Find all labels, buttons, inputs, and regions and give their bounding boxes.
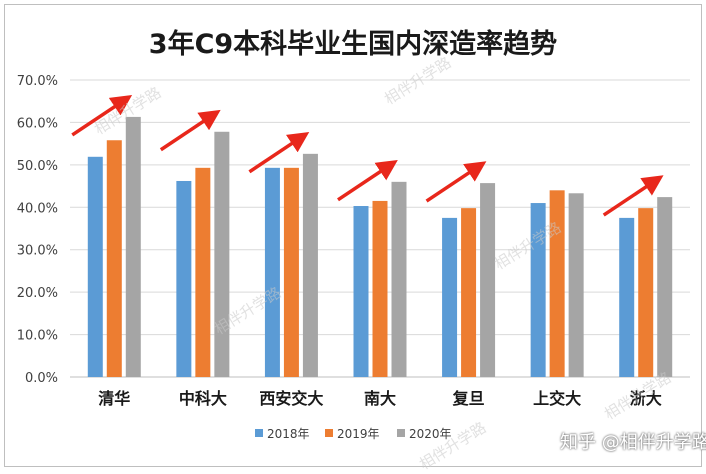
trend-arrow [71,95,133,137]
legend-label: 2018年 [267,427,310,441]
y-tick-label: 20.0% [17,286,58,301]
bar [106,140,122,377]
x-tick-label: 西安交大 [259,389,323,408]
bar [302,153,318,377]
bar [176,180,192,377]
x-tick-label: 南大 [364,389,396,408]
x-tick-label: 浙大 [630,389,662,408]
legend-label: 2019年 [337,427,380,441]
trend-arrow [337,159,398,202]
y-tick-label: 70.0% [17,74,58,89]
y-tick-label: 10.0% [17,329,58,344]
legend-label: 2020年 [409,427,452,441]
bar [619,217,635,377]
x-tick-label: 清华 [98,389,130,408]
bar [568,193,584,377]
trend-arrow [248,131,310,174]
y-tick-label: 40.0% [17,201,58,216]
bar [125,116,141,378]
source-mark: 知乎 @相伴升学路 [560,432,706,453]
trend-arrow [425,161,487,203]
chart-title: 3年C9本科毕业生国内深造率趋势 [148,29,558,60]
bars [87,116,673,378]
bar [283,167,299,377]
x-axis-ticks: 清华 中科大 西安交大 南大 复旦 上交大 浙大 [98,389,661,408]
bar [214,131,230,377]
bar [372,200,388,377]
trend-arrow [159,109,221,152]
legend: 2018年 2019年 2020年 [255,427,452,441]
bar [391,181,407,377]
legend-swatch [325,429,333,437]
bar [530,203,546,377]
x-tick-label: 上交大 [533,389,581,408]
bar [264,167,280,377]
bar [657,197,673,377]
legend-swatch [255,429,263,437]
bar [549,190,565,377]
legend-swatch [397,429,405,437]
trend-arrow [602,175,664,217]
bar [353,206,369,377]
y-tick-label: 0.0% [25,371,58,386]
bar [87,156,103,377]
bar [461,208,477,377]
x-tick-label: 复旦 [452,389,485,408]
bar [480,183,496,377]
bar [638,208,654,377]
y-tick-label: 60.0% [17,116,58,131]
bar [442,217,458,377]
trend-arrows [71,95,664,217]
y-tick-label: 30.0% [17,244,58,259]
bar [195,167,211,377]
y-axis-ticks: 0.0% 10.0% 20.0% 30.0% 40.0% 50.0% 60.0% 70.0% [17,74,58,386]
x-tick-label: 中科大 [179,389,227,408]
y-tick-label: 50.0% [17,159,58,174]
